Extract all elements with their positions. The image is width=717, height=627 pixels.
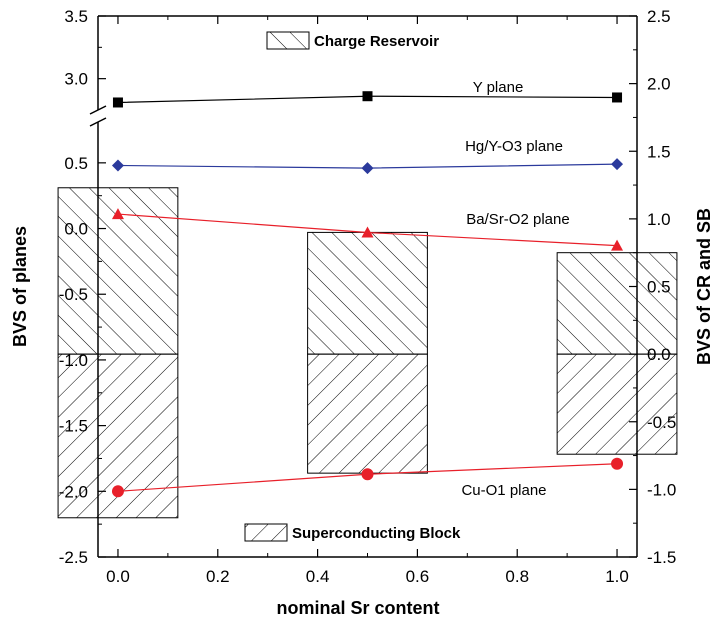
series-label: Ba/Sr-O2 plane [466,211,569,228]
data-point [111,159,124,172]
y-right-tick-label: 0.0 [647,345,671,364]
y-right-tick-label: 1.0 [647,210,671,229]
data-point [362,91,373,102]
data-point [611,239,624,251]
y-left-tick-label: -1.0 [59,351,88,370]
series-layer [111,91,624,498]
data-point [611,457,624,470]
y-left-axis-title: BVS of planes [10,226,30,347]
series-label: Cu-O1 plane [461,482,546,499]
data-point [111,485,124,498]
labels-layer: 0.0 0.2 0.4 0.6 0.8 1.0 -2.5 -2.0 -1.5 -1.0 -0.5 0.… [10,7,714,618]
bar-charge-reservoir [556,252,678,355]
bars-layer [57,187,678,519]
data-point [361,162,374,175]
x-tick-label: 0.0 [106,567,130,586]
data-point [361,468,374,481]
axis-break-mark [89,105,107,115]
x-tick-label: 1.0 [605,567,629,586]
x-tick-label: 0.4 [306,567,330,586]
data-point [111,208,124,220]
legend-swatch-charge-reservoir [266,31,310,50]
x-tick-label: 0.2 [206,567,230,586]
y-left-tick-label: -2.5 [59,548,88,567]
data-point [612,92,623,103]
y-right-axis-title: BVS of CR and SB [694,208,714,365]
y-left-tick-label: -0.5 [59,285,88,304]
x-axis-title: nominal Sr content [276,598,439,618]
x-tick-label: 0.8 [505,567,529,586]
y-right-tick-label: 2.0 [647,75,671,94]
bar-superconducting-block [556,353,678,455]
data-point [361,226,374,238]
y-left-tick-label: 0.5 [64,154,88,173]
y-right-tick-label: 1.5 [647,142,671,161]
series-label: Hg/Y-O3 plane [465,138,563,155]
y-right-tick-label: -1.0 [647,480,676,499]
y-left-tick-label: -2.0 [59,482,88,501]
x-tick-label: 0.6 [406,567,430,586]
bar-superconducting-block [307,353,428,474]
data-point [112,97,123,108]
legend-label-superconducting-block: Superconducting Block [292,525,461,542]
y-right-tick-label: 0.5 [647,278,671,297]
series-label: Y plane [473,79,524,96]
y-right-tick-label: -0.5 [647,413,676,432]
bar-charge-reservoir [307,231,428,355]
legend-label-charge-reservoir: Charge Reservoir [314,33,439,50]
axes-layer [89,15,638,558]
y-left-tick-label: 3.5 [64,7,88,26]
axis-break-mark [89,117,107,127]
data-point [611,158,624,171]
legend-swatch-superconducting-block [244,523,288,542]
y-left-tick-label: 0.0 [64,220,88,239]
y-left-tick-label: -1.5 [59,417,88,436]
y-right-tick-label: 2.5 [647,7,671,26]
y-right-tick-label: -1.5 [647,548,676,567]
y-left-tick-label: 3.0 [64,70,88,89]
